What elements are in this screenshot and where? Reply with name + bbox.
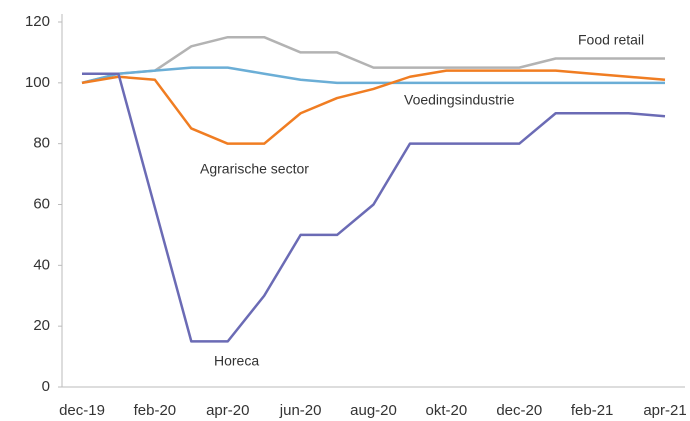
series-line: [81, 35, 665, 85]
y-tick-label: 60: [33, 195, 50, 212]
x-tick-label: apr-21: [643, 402, 686, 419]
series-label: Voedingsindustrie: [404, 92, 515, 108]
x-tick-label: aug-20: [350, 402, 397, 419]
y-tick-label: 100: [25, 74, 50, 91]
x-tick-label: okt-20: [426, 402, 468, 419]
x-tick-label: feb-20: [134, 402, 177, 419]
x-tick-label: apr-20: [206, 402, 249, 419]
x-tick-label: jun-20: [279, 402, 322, 419]
y-tick-label: 20: [33, 317, 50, 334]
series-label: Agrarische sector: [200, 161, 309, 177]
y-tick-label: 120: [25, 13, 50, 30]
series-line: [81, 66, 665, 85]
x-tick-label: feb-21: [571, 402, 614, 419]
x-tick-label: dec-20: [496, 402, 542, 419]
series-line: [82, 72, 666, 343]
series-line: [81, 69, 666, 145]
y-tick-label: 40: [33, 256, 50, 273]
y-tick-label: 80: [33, 135, 50, 152]
series-label: Food retail: [578, 32, 644, 48]
x-tick-label: dec-19: [59, 402, 105, 419]
series-label: Horeca: [214, 353, 259, 369]
y-tick-label: 0: [42, 378, 50, 395]
